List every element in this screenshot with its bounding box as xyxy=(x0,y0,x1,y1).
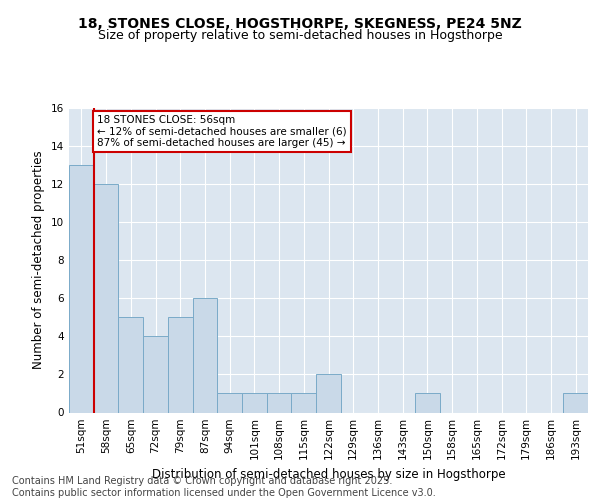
Bar xyxy=(94,184,118,412)
Bar xyxy=(193,298,217,412)
Bar xyxy=(292,394,316,412)
Bar xyxy=(217,394,242,412)
Bar xyxy=(415,394,440,412)
Bar xyxy=(118,317,143,412)
Text: 18, STONES CLOSE, HOGSTHORPE, SKEGNESS, PE24 5NZ: 18, STONES CLOSE, HOGSTHORPE, SKEGNESS, … xyxy=(78,18,522,32)
X-axis label: Distribution of semi-detached houses by size in Hogsthorpe: Distribution of semi-detached houses by … xyxy=(152,468,505,481)
Bar xyxy=(242,394,267,412)
Bar xyxy=(143,336,168,412)
Bar xyxy=(69,164,94,412)
Text: 18 STONES CLOSE: 56sqm
← 12% of semi-detached houses are smaller (6)
87% of semi: 18 STONES CLOSE: 56sqm ← 12% of semi-det… xyxy=(97,115,347,148)
Text: Contains HM Land Registry data © Crown copyright and database right 2025.
Contai: Contains HM Land Registry data © Crown c… xyxy=(12,476,436,498)
Bar xyxy=(563,394,588,412)
Y-axis label: Number of semi-detached properties: Number of semi-detached properties xyxy=(32,150,46,370)
Bar xyxy=(267,394,292,412)
Bar xyxy=(168,317,193,412)
Bar xyxy=(316,374,341,412)
Text: Size of property relative to semi-detached houses in Hogsthorpe: Size of property relative to semi-detach… xyxy=(98,29,502,42)
